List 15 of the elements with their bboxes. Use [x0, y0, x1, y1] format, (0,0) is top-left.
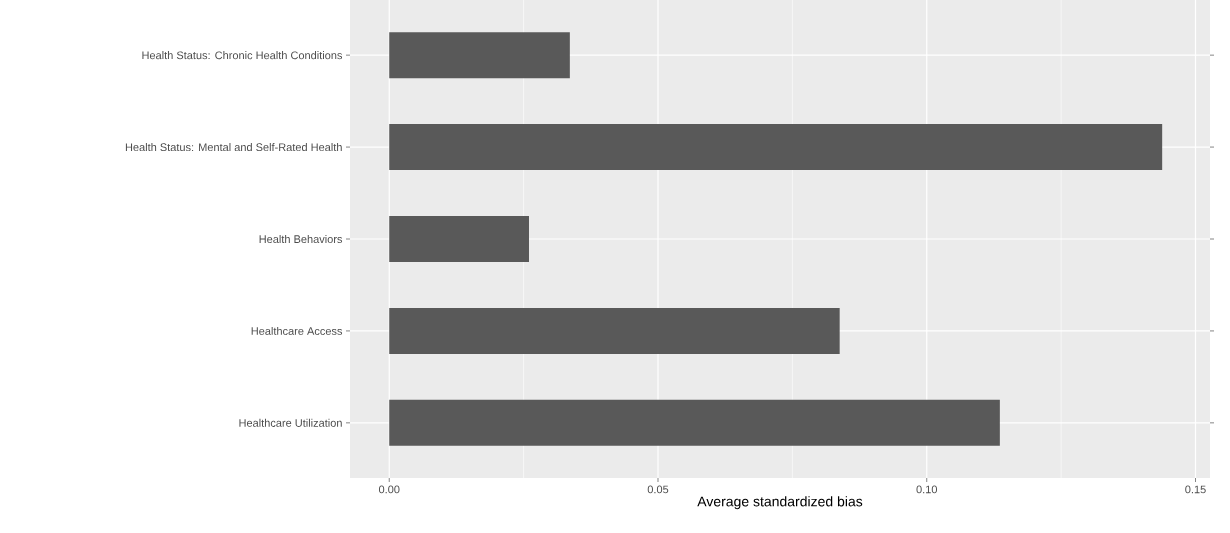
- x-tick-label: 0.15: [1185, 485, 1206, 494]
- x-axis-title: Average standardized bias: [697, 496, 863, 510]
- y-tick-label: Healthcare Utilization: [239, 418, 342, 427]
- bar: [389, 32, 570, 79]
- bar: [389, 124, 1163, 171]
- bar: [389, 399, 1000, 446]
- x-tick-label: 0.00: [378, 485, 400, 494]
- y-tick-label: Healthcare Access: [251, 326, 343, 335]
- bar: [389, 307, 840, 354]
- bar: [389, 216, 529, 262]
- y-tick-label: Health Status: Chronic Health Conditions: [142, 51, 343, 60]
- x-tick-label: 0.10: [916, 485, 938, 494]
- y-tick-label: Health Status: Mental and Self-Rated Health: [125, 143, 342, 152]
- x-tick-label: 0.05: [647, 485, 669, 494]
- y-tick-label: Health Behaviors: [259, 234, 343, 244]
